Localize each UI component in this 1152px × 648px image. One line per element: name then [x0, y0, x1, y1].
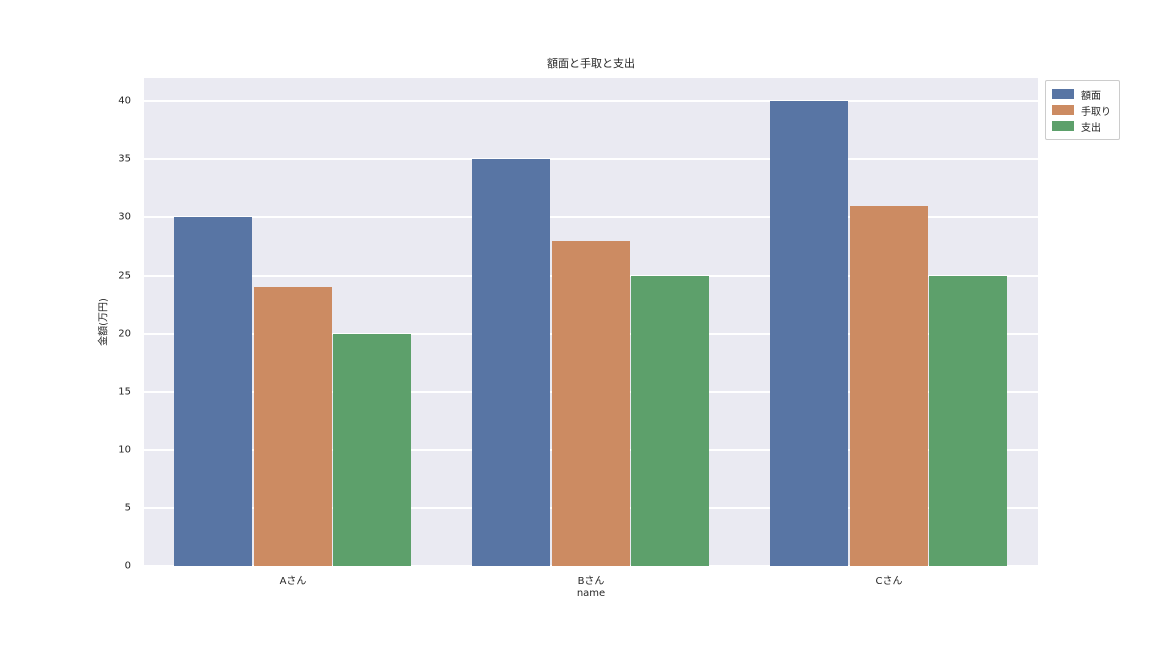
x-axis-label: name — [576, 588, 606, 599]
legend-swatch — [1052, 89, 1074, 99]
gridline — [144, 216, 1038, 219]
legend-label: 手取り — [1081, 106, 1111, 118]
gridline — [144, 100, 1038, 103]
gridline — [144, 158, 1038, 161]
y-tick-label: 35 — [118, 153, 131, 165]
legend-swatch — [1052, 121, 1074, 131]
bar-支出-Bさん — [631, 275, 710, 566]
bar-支出-Aさん — [333, 333, 412, 566]
y-tick-label: 5 — [124, 502, 131, 514]
x-tick-label: Cさん — [875, 576, 903, 587]
y-tick-label: 30 — [118, 211, 131, 223]
legend-label: 支出 — [1081, 122, 1101, 134]
chart-title: 額面と手取と支出 — [547, 57, 635, 70]
bar-額面-Aさん — [174, 217, 253, 566]
legend-swatch — [1052, 105, 1074, 115]
legend-label: 額面 — [1081, 90, 1101, 102]
y-tick-label: 15 — [118, 386, 131, 398]
y-tick-label: 0 — [124, 560, 131, 572]
plot-area — [144, 78, 1038, 567]
bar-手取り-Cさん — [849, 205, 928, 566]
bar-支出-Cさん — [929, 275, 1008, 566]
x-tick-label: Aさん — [279, 576, 307, 587]
y-tick-label: 20 — [118, 328, 131, 340]
bar-額面-Cさん — [770, 101, 849, 566]
x-tick-label: Bさん — [577, 576, 605, 587]
bar-手取り-Aさん — [253, 287, 332, 566]
gridline — [144, 565, 1038, 567]
legend: 額面 手取り 支出 — [1045, 80, 1120, 140]
legend-item: 手取り — [1052, 102, 1111, 118]
legend-item: 支出 — [1052, 118, 1111, 134]
legend-item: 額面 — [1052, 86, 1111, 102]
y-tick-label: 40 — [118, 95, 131, 107]
bar-額面-Bさん — [472, 159, 551, 566]
bar-手取り-Bさん — [551, 240, 630, 566]
y-tick-label: 25 — [118, 270, 131, 282]
y-tick-label: 10 — [118, 444, 131, 456]
